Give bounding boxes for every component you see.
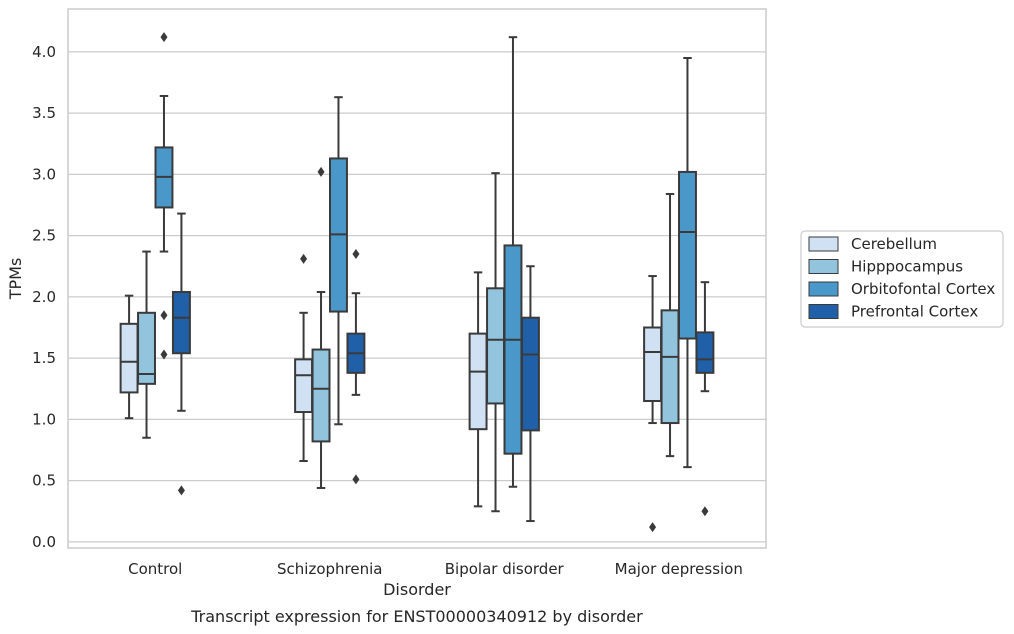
outlier-point <box>160 349 168 360</box>
box-prefrontal-cortex <box>695 281 715 517</box>
box-cerebellum <box>119 294 139 420</box>
y-axis-label: TPMs <box>6 258 25 301</box>
box-iqr <box>503 244 523 455</box>
chart-caption: Transcript expression for ENST0000034091… <box>190 607 643 626</box>
box-iqr <box>520 316 540 432</box>
box-prefrontal-cortex <box>171 212 191 496</box>
box-cerebellum <box>294 253 314 463</box>
box-iqr <box>660 309 680 425</box>
outlier-point <box>160 32 168 43</box>
outlier-point <box>352 249 360 259</box>
box-prefrontal-cortex <box>520 265 540 523</box>
y-tick-label: 2.5 <box>32 227 56 245</box>
outlier-point <box>649 522 657 533</box>
x-axis-label: Disorder <box>383 580 451 599</box>
x-tick-label: Bipolar disorder <box>445 560 565 578</box>
outlier-point <box>352 474 360 485</box>
box-iqr <box>678 170 697 340</box>
outlier-point <box>177 485 185 496</box>
x-tick-label: Control <box>128 560 182 578</box>
plot-frame <box>67 8 767 549</box>
legend-frame <box>800 230 1004 328</box>
box-iqr <box>294 358 314 414</box>
legend-label: Prefrontal Cortex <box>851 303 978 321</box>
outlier-point <box>160 310 168 321</box>
box-iqr <box>171 290 191 355</box>
legend-swatch <box>808 304 839 319</box>
box-iqr <box>643 326 663 402</box>
legend-label: Orbitofontal Cortex <box>851 280 995 298</box>
y-tick-label: 1.0 <box>32 410 56 428</box>
box-iqr <box>695 331 715 374</box>
box-orbitofontal-cortex <box>154 32 174 360</box>
box-iqr <box>486 287 505 405</box>
box-orbitofontal-cortex <box>678 57 697 469</box>
y-tick-label: 3.5 <box>32 104 56 122</box>
box-iqr <box>468 332 488 431</box>
box-iqr <box>119 322 139 394</box>
legend: Cerebellum Hipppocampus Orbitofontal Corte… <box>800 230 1004 328</box>
x-tick-label: Major depression <box>615 560 743 578</box>
box-iqr <box>311 348 331 443</box>
outlier-point <box>701 506 709 517</box>
x-tick-label: Schizophrenia <box>277 560 382 578</box>
y-tick-label: 0.0 <box>32 533 56 551</box>
y-axis-ticks: 0.0 0.5 1.0 1.5 2.0 2.5 3.0 3.5 4.0 <box>32 43 56 551</box>
legend-label: Cerebellum <box>851 235 937 253</box>
box-iqr <box>137 311 156 385</box>
box-cerebellum <box>468 271 488 508</box>
y-tick-label: 4.0 <box>32 43 56 61</box>
y-tick-label: 0.5 <box>32 472 56 490</box>
box-orbitofontal-cortex <box>503 36 523 488</box>
legend-swatch <box>808 236 839 252</box>
box-orbitofontal-cortex <box>329 96 348 426</box>
x-axis-ticks: Control Schizophrenia Bipolar disorder Majo… <box>128 560 743 578</box>
y-tick-label: 1.5 <box>32 349 56 367</box>
outlier-point <box>300 253 308 264</box>
box-hipppocampus <box>660 192 680 458</box>
y-tick-label: 3.0 <box>32 165 56 183</box>
outlier-point <box>317 166 325 177</box>
plot-boxes <box>119 32 715 533</box>
legend-label: Hipppocampus <box>851 258 963 276</box>
box-hipppocampus <box>486 172 505 513</box>
box-hipppocampus <box>311 166 331 489</box>
legend-swatch <box>808 281 839 297</box>
box-cerebellum <box>643 275 663 533</box>
box-hipppocampus <box>137 250 156 439</box>
y-tick-label: 2.0 <box>32 288 56 306</box>
box-prefrontal-cortex <box>346 249 366 485</box>
legend-swatch <box>808 259 839 274</box>
